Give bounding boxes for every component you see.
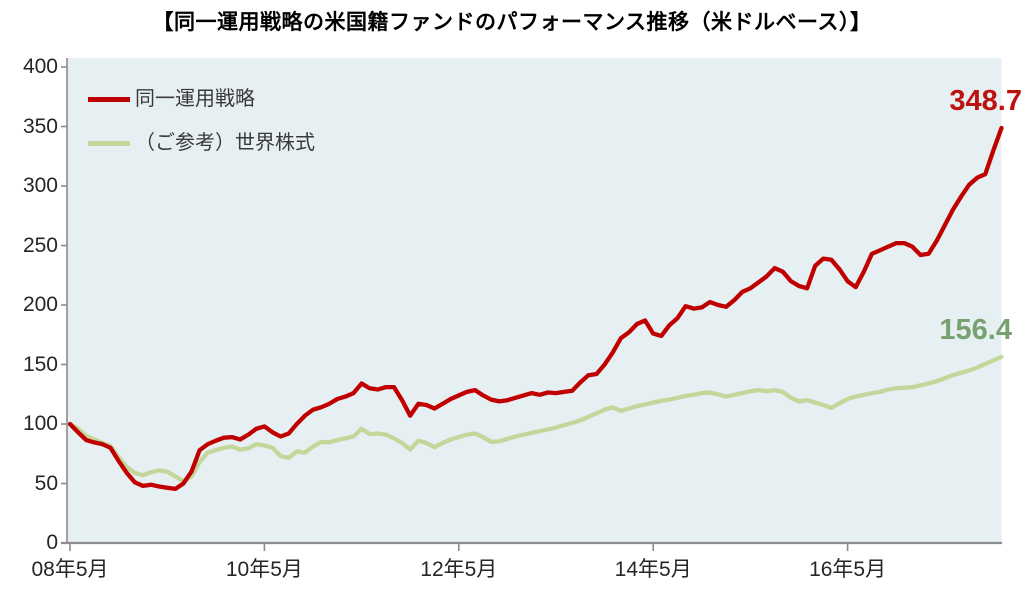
y-axis-label: 100 <box>22 412 58 435</box>
reference-series-line <box>67 354 1004 484</box>
x-axis-label: 10年5月 <box>225 558 303 581</box>
x-axis-label: 08年5月 <box>31 558 109 581</box>
y-axis-label: 400 <box>22 55 58 78</box>
legend-label-reference: （ご参考）世界株式 <box>135 132 315 154</box>
y-axis-label: 150 <box>22 352 58 376</box>
main-series-line <box>67 125 1004 492</box>
series-lines <box>67 125 1004 492</box>
reference-series-end-value: 156.4 <box>939 314 1012 346</box>
legend: 同一運用戦略 （ご参考）世界株式 <box>88 84 428 172</box>
y-axis-label: 0 <box>46 531 58 554</box>
y-axis-label: 250 <box>22 233 58 257</box>
legend-swatch-main-line <box>88 97 130 102</box>
y-axis-label: 50 <box>34 471 58 495</box>
legend-item-main: 同一運用戦略 <box>88 84 428 128</box>
chart-title: 【同一運用戦略の米国籍ファンドのパフォーマンス推移（米ドルベース）】 <box>152 11 872 34</box>
y-axis-label: 350 <box>22 114 58 138</box>
x-axis-label: 16年5月 <box>809 558 887 581</box>
legend-item-reference: （ご参考）世界株式 <box>88 128 428 172</box>
y-axis-label: 300 <box>22 174 58 197</box>
x-axis-label: 14年5月 <box>614 558 692 581</box>
legend-label-main: 同一運用戦略 <box>135 88 255 110</box>
x-axis-label: 12年5月 <box>420 558 498 581</box>
legend-swatch-reference-line <box>88 141 130 146</box>
plot-background <box>67 58 1002 543</box>
y-axis-label: 200 <box>22 293 58 316</box>
main-series-end-value: 348.7 <box>949 85 1022 117</box>
